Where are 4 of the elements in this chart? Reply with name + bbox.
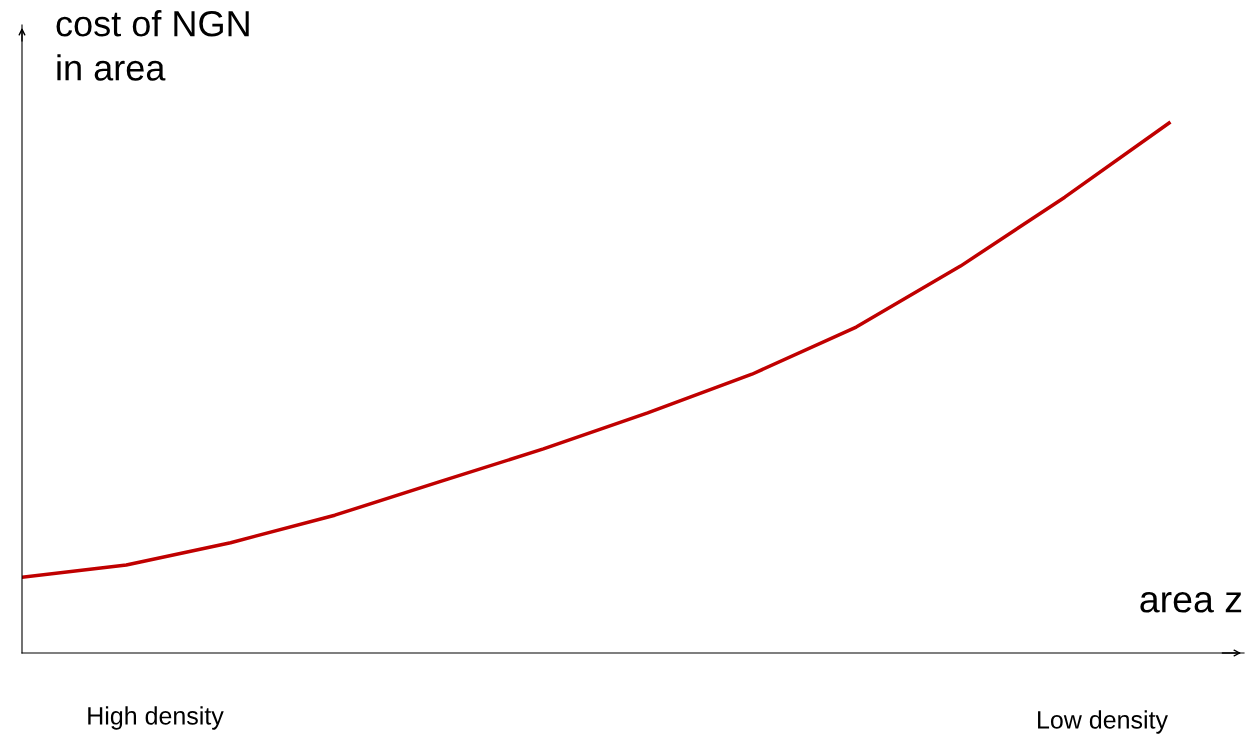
text: Low density: [1038, 710, 1168, 734]
y-axis-title: cost of NGN in area: [56, 10, 249, 81]
text: High density: [88, 706, 224, 730]
x-axis-title: area z: [1140, 592, 1242, 613]
